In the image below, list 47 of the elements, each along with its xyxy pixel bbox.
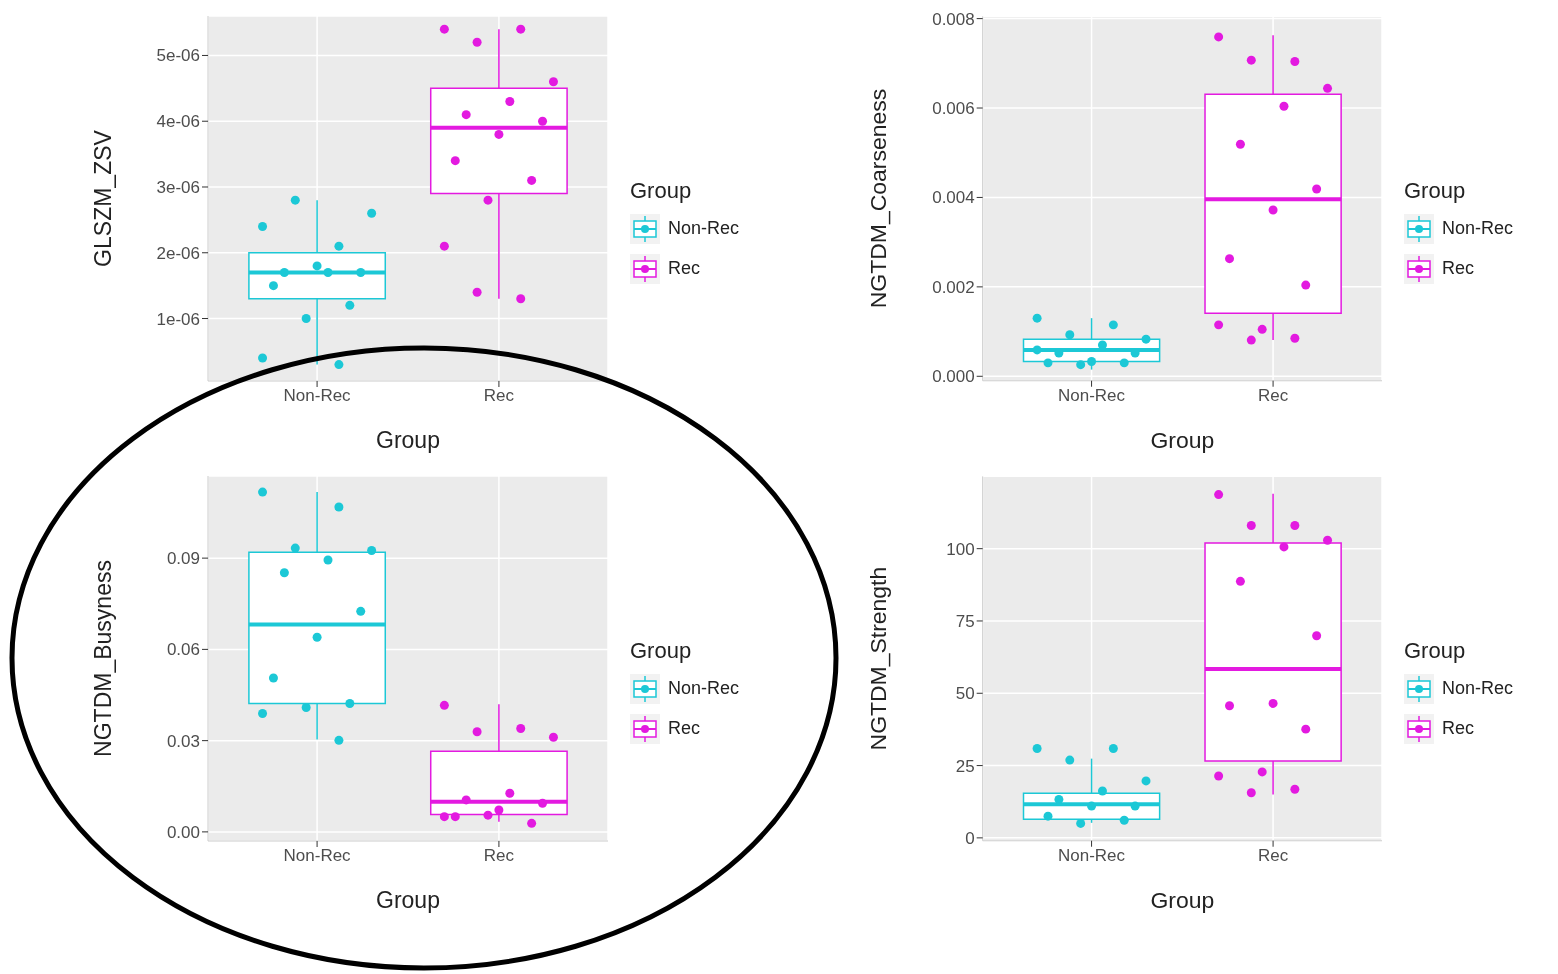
y-tick-label: 0.09 [166,548,200,568]
x-tick-label: Non-Rec [1058,385,1126,405]
y-tick-label: 5e-06 [156,45,200,65]
x-tick-label: Rec [1257,385,1289,405]
x-axis-title: Group [376,426,440,453]
y-tick-label: 0.006 [932,98,975,118]
y-axis-title: NGTDM_Coarseness [864,88,891,308]
y-tick-label: 0.06 [166,639,200,659]
x-axis-title: Group [1150,426,1215,453]
y-tick-label: 0.00 [166,822,200,842]
legend-label: Rec [1441,718,1474,739]
legend-label: Non-Rec [1441,678,1513,699]
legend-title: Group [1403,177,1467,204]
legend-label: Rec [1441,258,1474,279]
legend-title: Group [1403,637,1467,664]
y-tick-label: 2e-06 [156,243,200,263]
x-axis-title: Group [376,886,440,913]
legend-label: Non-Rec [668,218,740,239]
x-axis-title: Group [1150,886,1215,913]
y-axis-title: NGTDM_Busyness [90,559,117,757]
x-tick-label: Non-Rec [283,845,352,865]
y-tick-label: 50 [955,683,975,703]
legend-label: Non-Rec [668,678,740,699]
legend-label: Rec [668,258,701,279]
y-tick-label: 1e-06 [156,309,200,329]
y-tick-label: 0.004 [932,187,975,207]
y-tick-label: 0.03 [166,731,200,751]
legend-label: Rec [668,718,701,739]
y-tick-label: 0.002 [932,277,975,297]
legend-label: Non-Rec [1441,218,1513,239]
legend-title: Group [630,177,693,204]
x-tick-label: Non-Rec [1058,845,1126,865]
y-tick-label: 25 [955,756,975,776]
legend-title: Group [630,637,693,664]
y-tick-label: 0.008 [932,9,975,29]
y-tick-label: 0.000 [932,366,975,386]
y-tick-label: 100 [946,539,975,559]
x-tick-label: Rec [483,845,515,865]
y-tick-label: 0 [965,828,975,848]
y-axis-title: GLSZM_ZSV [90,128,117,267]
x-tick-label: Rec [1257,845,1289,865]
y-axis-title: NGTDM_Strength [864,566,891,750]
y-tick-label: 3e-06 [156,177,200,197]
y-tick-label: 75 [955,611,975,631]
x-tick-label: Non-Rec [283,385,352,405]
y-tick-label: 4e-06 [156,111,200,131]
x-tick-label: Rec [483,385,515,405]
